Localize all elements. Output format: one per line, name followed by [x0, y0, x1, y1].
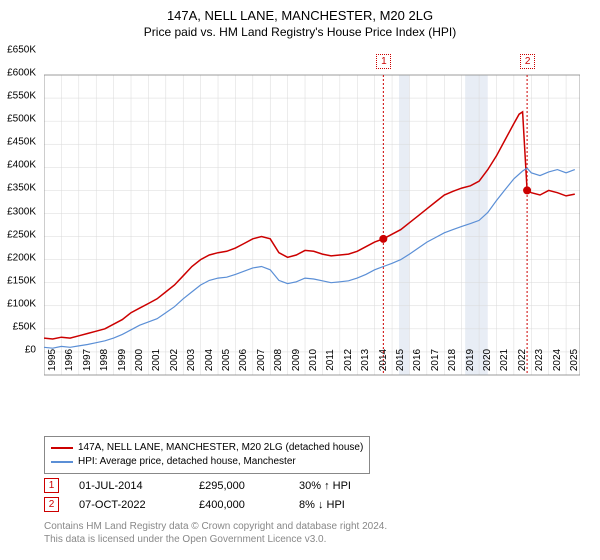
x-tick-label: 2014	[378, 349, 389, 371]
x-tick-label: 2022	[517, 349, 528, 371]
x-tick-label: 2010	[308, 349, 319, 371]
y-tick-label: £500K	[7, 114, 36, 125]
legend-swatch	[51, 461, 73, 463]
y-tick-label: £200K	[7, 252, 36, 263]
x-tick-label: 2006	[238, 349, 249, 371]
transaction-diff: 30% ↑ HPI	[299, 480, 351, 492]
x-tick-label: 2009	[291, 349, 302, 371]
y-tick-label: £100K	[7, 298, 36, 309]
legend-row: HPI: Average price, detached house, Manc…	[51, 455, 363, 469]
transaction-number: 2	[44, 497, 59, 512]
x-tick-label: 2012	[343, 349, 354, 371]
attribution-line2: This data is licensed under the Open Gov…	[44, 533, 387, 546]
y-tick-label: £650K	[7, 45, 36, 56]
chart-svg	[44, 50, 580, 400]
legend: 147A, NELL LANE, MANCHESTER, M20 2LG (de…	[44, 436, 370, 474]
x-tick-label: 1999	[117, 349, 128, 371]
x-tick-label: 2004	[204, 349, 215, 371]
x-tick-label: 2000	[134, 349, 145, 371]
y-tick-label: £450K	[7, 137, 36, 148]
x-tick-label: 1995	[47, 349, 58, 371]
chart-subtitle: Price paid vs. HM Land Registry's House …	[0, 23, 600, 39]
legend-row: 147A, NELL LANE, MANCHESTER, M20 2LG (de…	[51, 441, 363, 455]
x-tick-label: 2011	[325, 349, 336, 371]
transaction-price: £400,000	[199, 499, 279, 511]
x-tick-label: 2025	[569, 349, 580, 371]
x-tick-label: 2021	[499, 349, 510, 371]
chart-area	[44, 50, 580, 400]
x-tick-label: 2024	[552, 349, 563, 371]
y-tick-label: £50K	[13, 321, 36, 332]
transaction-diff: 8% ↓ HPI	[299, 499, 345, 511]
y-tick-label: £250K	[7, 229, 36, 240]
x-tick-label: 2019	[465, 349, 476, 371]
legend-swatch	[51, 447, 73, 449]
y-tick-label: £400K	[7, 160, 36, 171]
transaction-date: 07-OCT-2022	[79, 499, 179, 511]
x-tick-label: 2001	[151, 349, 162, 371]
legend-label: HPI: Average price, detached house, Manc…	[78, 455, 296, 469]
legend-label: 147A, NELL LANE, MANCHESTER, M20 2LG (de…	[78, 441, 363, 455]
x-tick-label: 2017	[430, 349, 441, 371]
x-tick-label: 2007	[256, 349, 267, 371]
transaction-number: 1	[44, 478, 59, 493]
transaction-date: 01-JUL-2014	[79, 480, 179, 492]
x-tick-label: 1998	[99, 349, 110, 371]
y-axis: £0£50K£100K£150K£200K£250K£300K£350K£400…	[0, 50, 40, 350]
transaction-marker: 1	[376, 54, 391, 69]
x-tick-label: 1997	[82, 349, 93, 371]
x-tick-label: 2002	[169, 349, 180, 371]
x-tick-label: 2003	[186, 349, 197, 371]
transaction-marker: 2	[520, 54, 535, 69]
x-tick-label: 2020	[482, 349, 493, 371]
chart-title: 147A, NELL LANE, MANCHESTER, M20 2LG	[0, 0, 600, 23]
y-tick-label: £550K	[7, 91, 36, 102]
attribution: Contains HM Land Registry data © Crown c…	[44, 520, 387, 546]
x-tick-label: 2023	[534, 349, 545, 371]
y-tick-label: £600K	[7, 68, 36, 79]
x-tick-label: 2013	[360, 349, 371, 371]
x-tick-label: 2008	[273, 349, 284, 371]
x-tick-label: 2005	[221, 349, 232, 371]
x-tick-label: 2015	[395, 349, 406, 371]
y-tick-label: £350K	[7, 183, 36, 194]
attribution-line1: Contains HM Land Registry data © Crown c…	[44, 520, 387, 533]
x-tick-label: 2018	[447, 349, 458, 371]
transaction-row: 1 01-JUL-2014 £295,000 30% ↑ HPI	[44, 478, 351, 493]
transaction-row: 2 07-OCT-2022 £400,000 8% ↓ HPI	[44, 497, 351, 512]
x-tick-label: 1996	[64, 349, 75, 371]
x-tick-label: 2016	[412, 349, 423, 371]
y-tick-label: £300K	[7, 206, 36, 217]
transactions-table: 1 01-JUL-2014 £295,000 30% ↑ HPI 2 07-OCT-202…	[44, 478, 351, 516]
transaction-price: £295,000	[199, 480, 279, 492]
y-tick-label: £150K	[7, 275, 36, 286]
y-tick-label: £0	[25, 345, 36, 356]
x-axis: 1995 1996 1997 1998 1999 2000 2001 2002 2003 2004…	[44, 352, 580, 432]
